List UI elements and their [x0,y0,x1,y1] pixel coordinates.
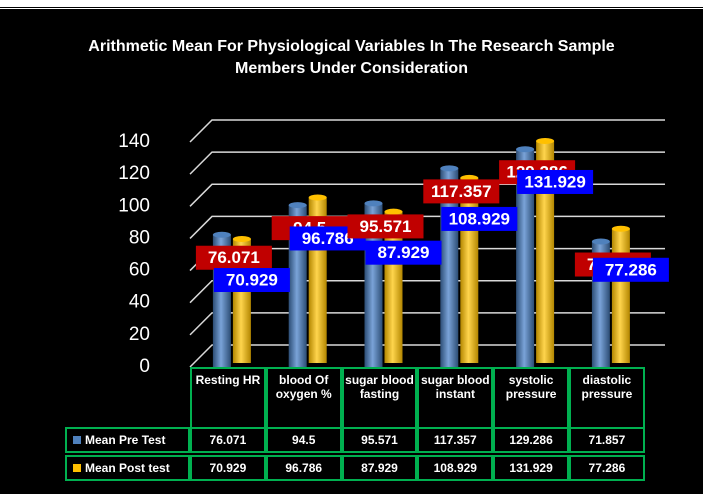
table-value: 95.571 [341,427,418,453]
data-label: 70.929 [226,270,278,289]
data-label: 95.571 [360,217,412,236]
table-value: 117.357 [417,427,494,453]
grid-line [189,183,665,207]
table-value: 70.929 [190,455,266,481]
table-value: 94.5 [265,427,342,453]
table-value: 77.286 [569,455,645,481]
y-tick-label: 0 [139,356,150,377]
category-label: sugar blood fasting [341,367,418,429]
bar [536,137,555,363]
y-tick-label: 120 [118,163,150,184]
table-value: 71.857 [569,427,645,453]
data-label: 131.929 [524,172,585,191]
legend-entry: Mean Pre Test [65,427,190,453]
y-tick-label: 100 [118,195,150,216]
y-tick-label: 20 [129,324,150,345]
category-label: sugar blood instant [417,367,494,429]
category-label: systolic pressure [493,367,569,429]
data-label-box [195,245,272,270]
data-label: 108.929 [449,209,510,228]
table-value: 108.929 [417,455,494,481]
y-tick-label: 60 [129,260,150,281]
data-label-box [441,206,518,231]
legend-label: Mean Pre Test [85,433,166,447]
grid-line [189,279,665,304]
top-strip [0,0,703,10]
legend-entry: Mean Post test [65,455,190,481]
data-label-box [347,214,424,239]
grid-line [189,344,665,368]
category-label: diastolic pressure [569,367,645,429]
data-label: 96.786 [302,229,354,248]
legend-swatch [73,464,81,472]
legend-label: Mean Post test [85,461,170,475]
y-tick-label: 140 [118,131,150,152]
table-value: 87.929 [341,455,418,481]
table-value: 76.071 [190,427,266,453]
data-label-box [517,169,594,194]
data-label: 77.286 [605,260,657,279]
data-label-box [423,179,500,204]
y-tick-label: 80 [129,227,150,248]
data-label-box [213,268,290,293]
bar [611,225,630,363]
data-label: 87.929 [378,243,430,262]
grid-line [189,312,665,336]
grid-line [189,119,665,143]
grid-line [189,151,665,175]
table-value: 129.286 [493,427,569,453]
data-label: 76.071 [208,248,260,267]
data-label-box [592,257,669,282]
category-label: Resting HR [190,367,266,429]
legend-swatch [73,436,81,444]
grid-line [189,215,665,239]
chart-title: Arithmetic Mean For Physiological Variab… [88,38,615,77]
y-tick-label: 40 [129,292,150,313]
data-label: 117.357 [431,182,492,201]
table-value: 131.929 [493,455,569,481]
bar [516,146,535,367]
table-value: 96.786 [265,455,342,481]
data-label-box [365,240,442,265]
category-label: blood Of oxygen % [265,367,342,429]
